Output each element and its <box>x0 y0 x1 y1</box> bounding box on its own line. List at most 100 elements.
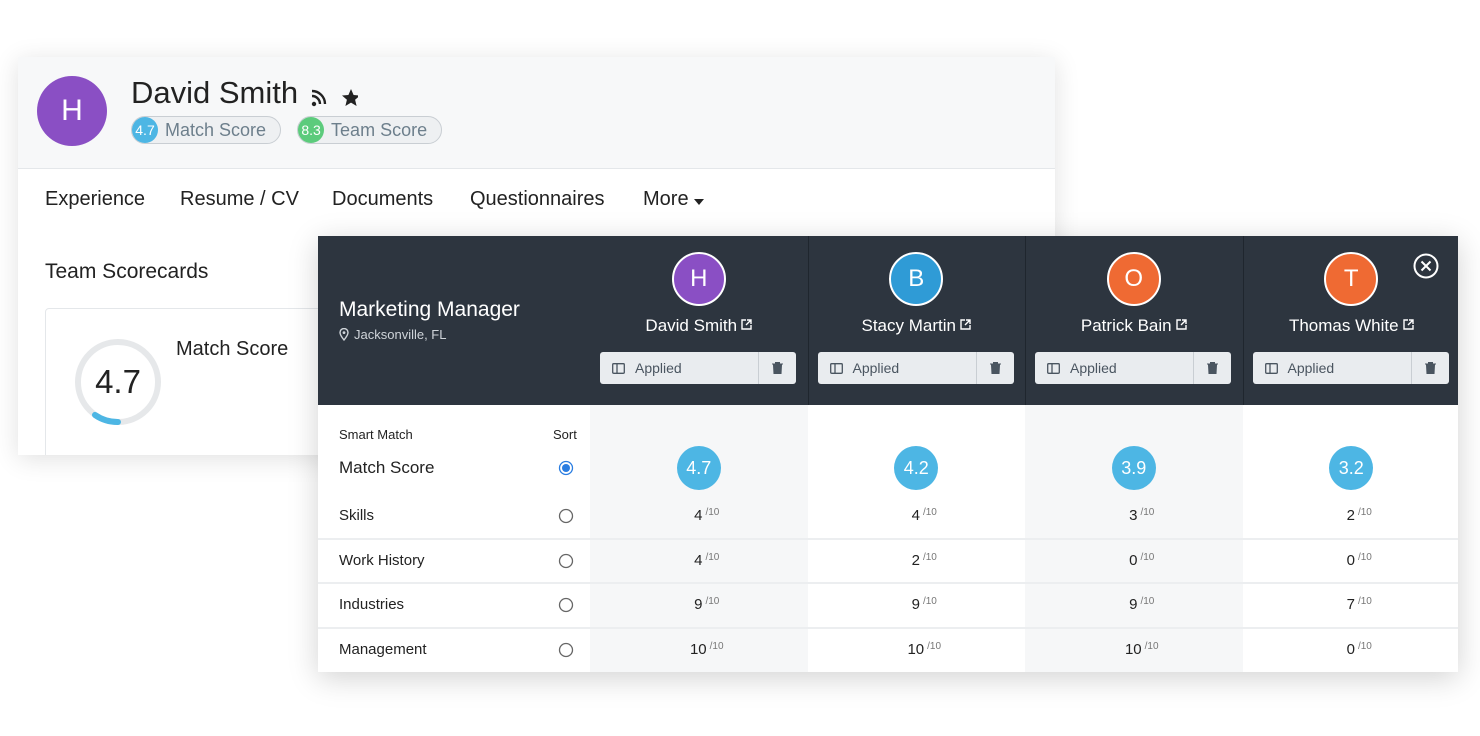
score-cell: 10/10 <box>1033 641 1251 658</box>
score-cell: 0/10 <box>1033 552 1251 569</box>
score-cell: 3/10 <box>1033 507 1251 524</box>
score-cell: 4/10 <box>816 507 1034 524</box>
status-label: Applied <box>1287 360 1335 376</box>
tab[interactable]: More <box>643 188 689 210</box>
score-value: 2 <box>1346 507 1355 524</box>
column-divider <box>1242 236 1244 405</box>
score-max: /10 <box>927 641 942 652</box>
sort-radio <box>558 508 574 524</box>
score-badge[interactable]: 4.7 Match Score <box>131 116 282 144</box>
score-value: 4.7 <box>95 363 141 400</box>
score-max: /10 <box>1357 552 1372 563</box>
comparison-card: Marketing Manager Jacksonville, FL H Davi… <box>318 236 1458 672</box>
candidate-name[interactable]: Thomas White <box>1243 316 1459 336</box>
score-max: /10 <box>705 507 720 518</box>
row-divider <box>318 582 1458 584</box>
row-divider <box>318 538 1458 540</box>
candidate-avatar: T <box>1324 252 1379 306</box>
tab[interactable]: Experience <box>45 188 146 210</box>
score-max: /10 <box>1357 596 1372 607</box>
score-max: /10 <box>1140 552 1155 563</box>
score-value: 2 <box>911 552 920 569</box>
score-cell: 9/10 <box>1033 596 1251 613</box>
status-icon <box>1047 362 1060 374</box>
score-value: 9 <box>694 596 703 613</box>
badge-row: 4.7 Match Score 8.3 Team Score <box>131 116 443 144</box>
score-value: 10 <box>689 641 707 658</box>
score-max: /10 <box>709 641 724 652</box>
trash-icon <box>772 362 783 374</box>
caret-icon <box>694 199 704 205</box>
score-max: /10 <box>922 596 937 607</box>
smart-match-label: Smart Match <box>339 427 413 442</box>
score-value: 7 <box>1346 596 1355 613</box>
badge-value: 8.3 <box>298 117 325 143</box>
delete-button[interactable] <box>1193 352 1231 384</box>
status-icon <box>1264 362 1278 374</box>
sort-radio <box>558 460 574 476</box>
candidate-avatar: H <box>671 252 726 306</box>
score-max: /10 <box>1357 641 1372 652</box>
external-link-icon <box>741 319 752 330</box>
sort-radio <box>558 553 574 569</box>
score-value: 9 <box>911 596 920 613</box>
score-value: 4 <box>911 507 920 524</box>
profile-name: David Smith <box>131 75 299 110</box>
tab[interactable]: Resume / CV <box>180 188 299 210</box>
status-button[interactable]: Applied <box>1252 352 1449 384</box>
score-max: /10 <box>1140 507 1155 518</box>
badge-value: 4.7 <box>132 117 158 143</box>
row-label: Skills <box>339 507 375 524</box>
score-value: 10 <box>907 641 925 658</box>
status-icon <box>612 362 625 374</box>
row-label: Match Score <box>339 458 435 477</box>
external-link-icon <box>1402 319 1414 330</box>
status-label: Applied <box>852 360 900 376</box>
status-label: Applied <box>635 360 682 376</box>
score-max: /10 <box>705 596 720 607</box>
external-link-icon <box>960 319 971 330</box>
score-value: 0 <box>1346 641 1355 658</box>
candidate-name[interactable]: Patrick Bain <box>1025 316 1243 336</box>
status-button[interactable]: Applied <box>817 352 1014 384</box>
score-cell: 2/10 <box>1251 507 1459 524</box>
score-value: 0 <box>1346 552 1355 569</box>
score-cell: 0/10 <box>1251 552 1459 569</box>
row-label: Industries <box>339 596 405 613</box>
trash-icon <box>1424 362 1436 374</box>
row-label: Management <box>339 641 427 658</box>
delete-button[interactable] <box>975 352 1014 384</box>
match-score-bubble: 3.9 <box>1111 446 1156 490</box>
score-max: /10 <box>922 507 937 518</box>
trash-icon <box>989 362 1001 374</box>
score-cell: 9/10 <box>598 596 816 613</box>
score-cell: 10/10 <box>598 641 816 658</box>
status-label: Applied <box>1070 360 1117 376</box>
status-button[interactable]: Applied <box>600 352 796 384</box>
score-value: 4 <box>694 507 703 524</box>
pin-icon <box>339 328 349 341</box>
delete-button[interactable] <box>1410 352 1449 384</box>
tab[interactable]: Documents <box>332 188 434 210</box>
tab[interactable]: Questionnaires <box>470 188 605 210</box>
section-title: Team Scorecards <box>45 260 209 283</box>
status-button[interactable]: Applied <box>1035 352 1231 384</box>
score-value: 9 <box>1129 596 1138 613</box>
candidate-name[interactable]: David Smith <box>590 316 808 336</box>
sort-radio <box>558 642 574 658</box>
score-max: /10 <box>705 552 720 563</box>
delete-button[interactable] <box>758 352 796 384</box>
row-label: Work History <box>339 552 425 569</box>
match-score-bubble: 3.2 <box>1329 446 1374 490</box>
candidate-name[interactable]: Stacy Martin <box>808 316 1026 336</box>
score-badge[interactable]: 8.3 Team Score <box>297 116 443 144</box>
job-title: Marketing Manager <box>339 298 520 321</box>
score-value: 0 <box>1129 552 1138 569</box>
candidate-name-text: Patrick Bain <box>1080 316 1172 335</box>
score-cell: 0/10 <box>1251 641 1459 658</box>
close-button[interactable] <box>1412 252 1440 280</box>
score-value: 10 <box>1124 641 1142 658</box>
score-ring <box>75 339 161 426</box>
status-icon <box>829 362 843 374</box>
